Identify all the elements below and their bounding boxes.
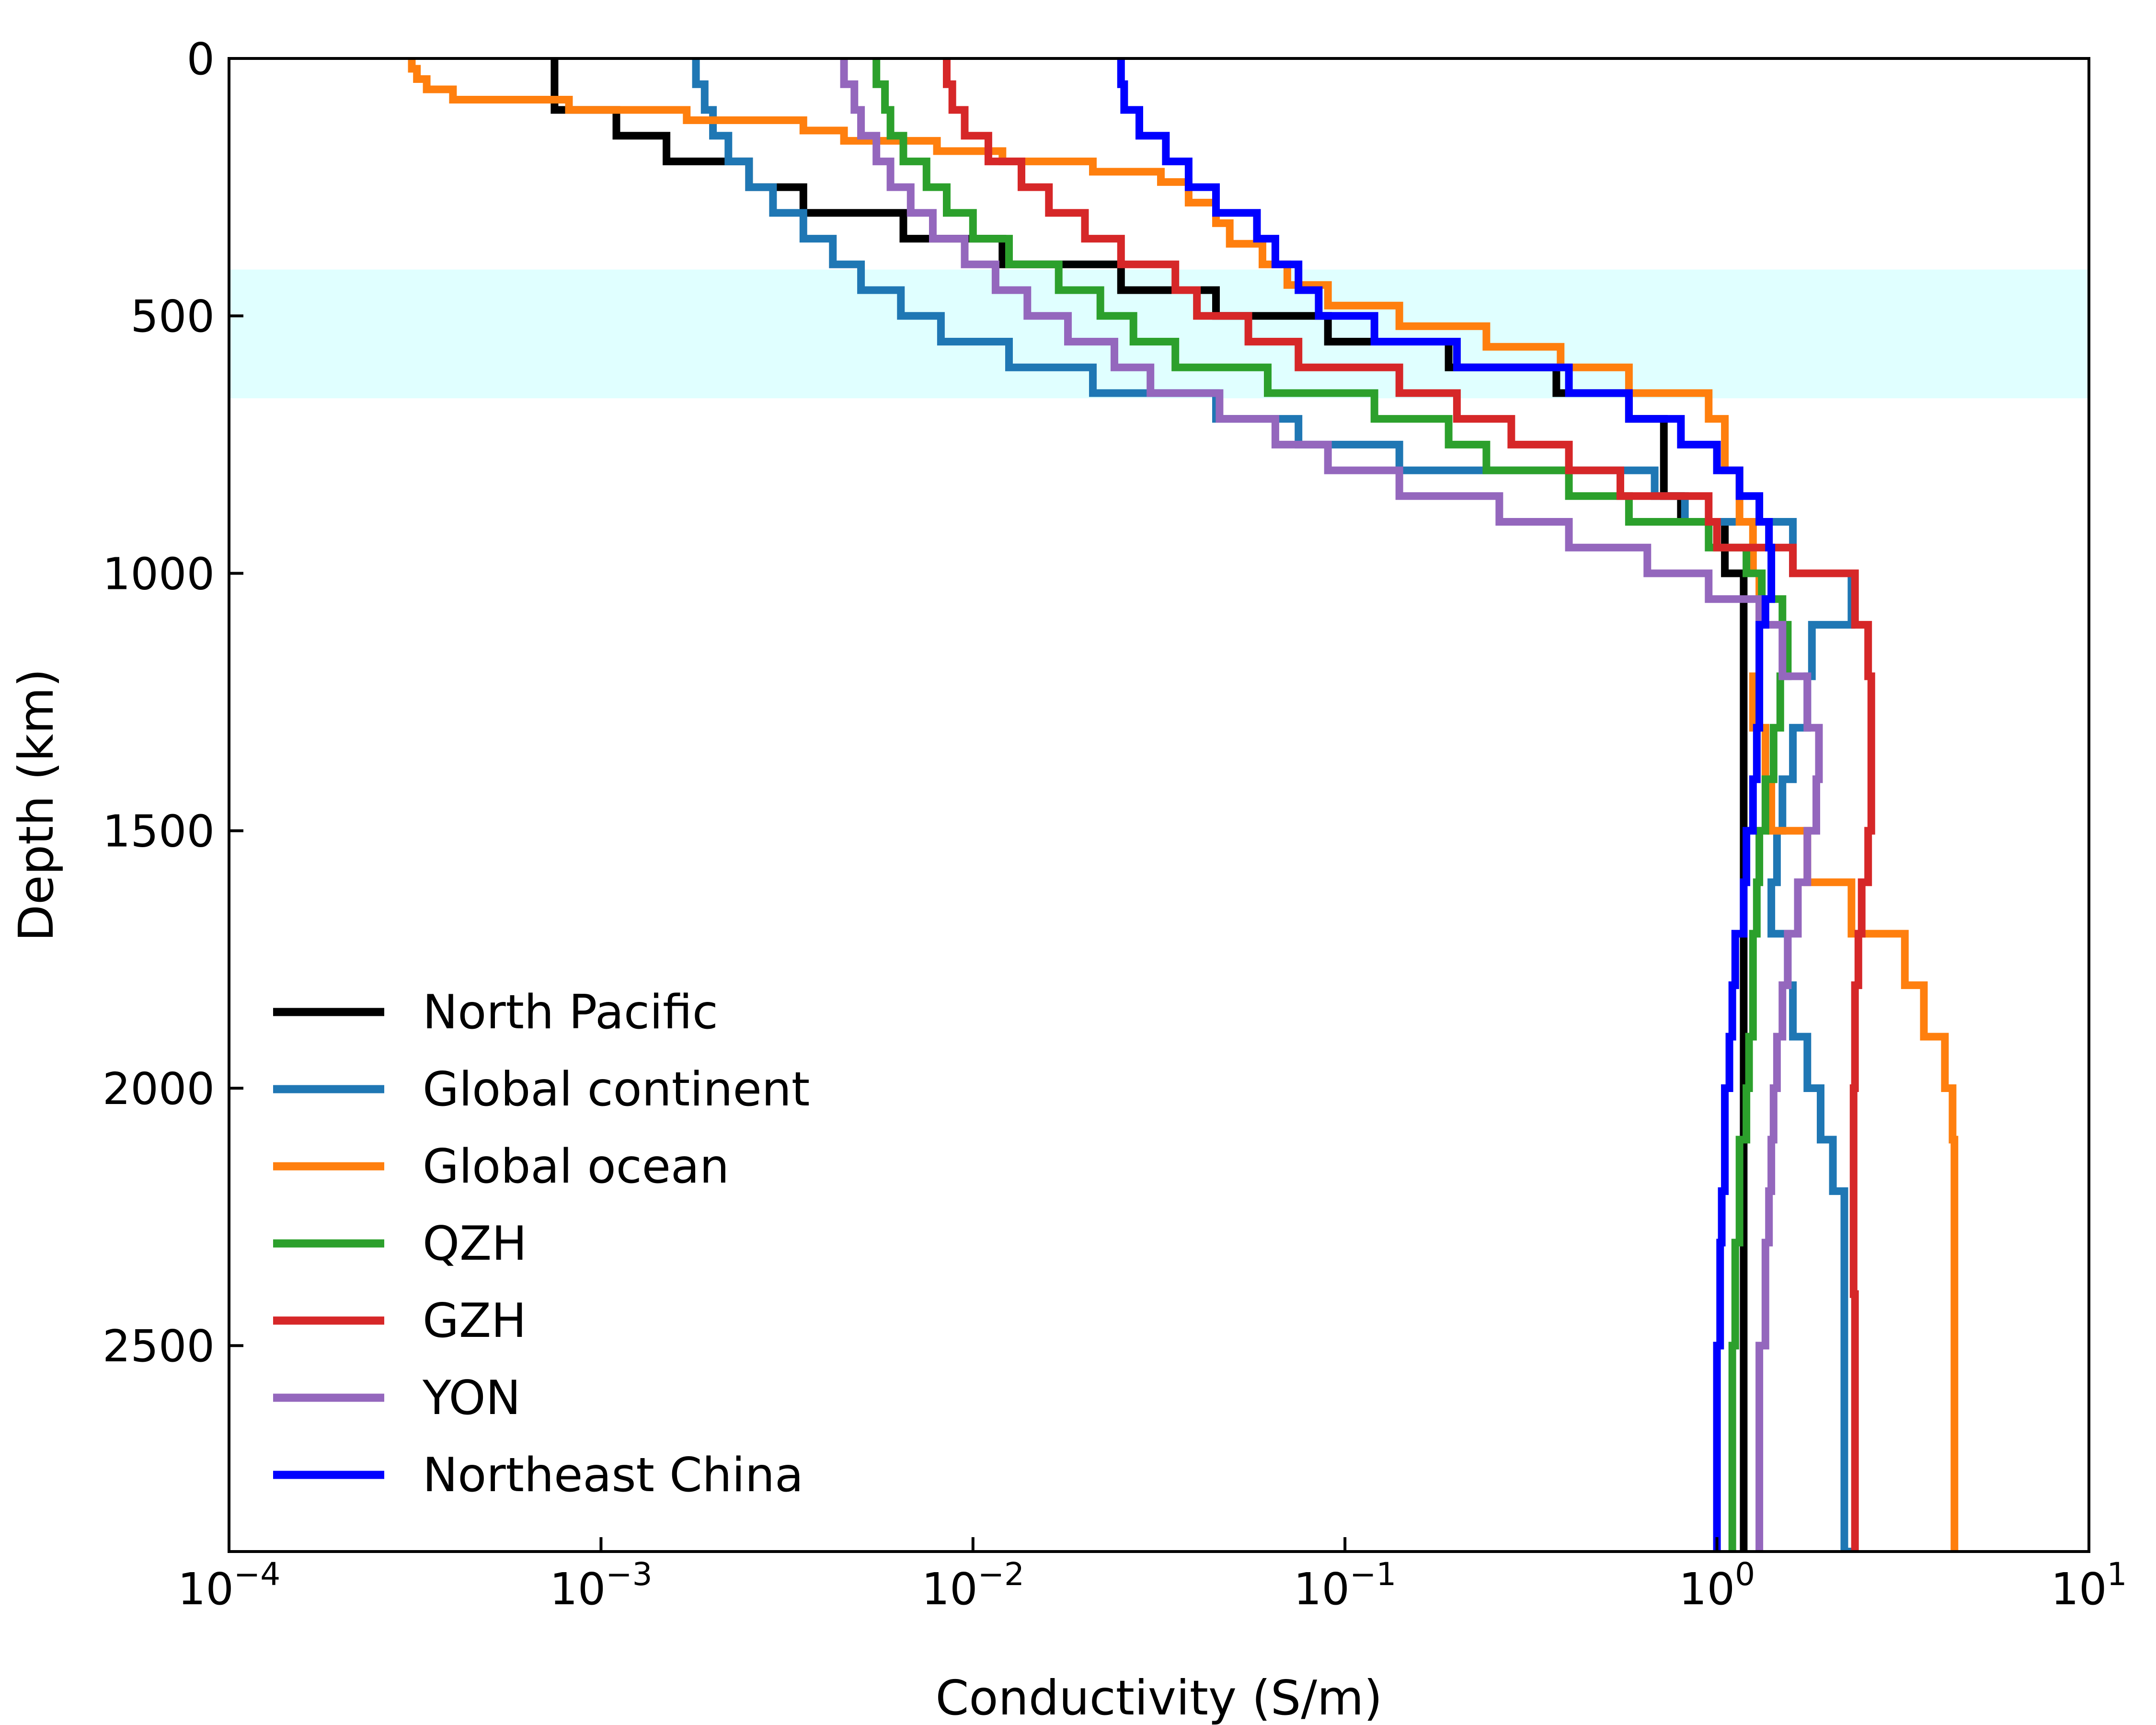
x-tick-label: 101 <box>2051 1556 2127 1615</box>
legend-label: Northeast China <box>423 1448 803 1503</box>
x-axis-label: Conductivity (S/m) <box>936 1670 1383 1725</box>
legend-label: Global ocean <box>423 1139 729 1194</box>
legend: North Pacific Global continent Global ocea… <box>273 985 810 1503</box>
series-line-global-ocean <box>408 58 1959 1552</box>
series-line-gzh <box>943 58 1875 1552</box>
y-tick-label: 500 <box>130 291 215 342</box>
legend-label: YON <box>422 1371 521 1426</box>
x-tick-label: 100 <box>1679 1556 1755 1615</box>
legend-label: QZH <box>423 1217 527 1271</box>
plot-frame <box>228 57 2090 1553</box>
x-tick-label: 10−3 <box>550 1556 652 1615</box>
y-tick-label: 1500 <box>103 806 215 857</box>
legend-label: GZH <box>423 1294 527 1348</box>
y-tick-label: 0 <box>186 34 215 85</box>
series-line-qzh <box>872 58 1792 1552</box>
legend-label: North Pacific <box>423 985 718 1040</box>
series-line-yon <box>840 58 1823 1552</box>
y-tick-label: 1000 <box>103 548 215 599</box>
x-tick-label: 10−2 <box>922 1556 1024 1615</box>
legend-label: Global continent <box>423 1062 810 1117</box>
series-line-northeast-china <box>1117 58 1776 1552</box>
y-tick-label: 2000 <box>103 1063 215 1115</box>
x-tick-label: 10−4 <box>178 1556 280 1615</box>
x-tick-label: 10−1 <box>1294 1556 1396 1615</box>
y-tick-label: 2500 <box>103 1321 215 1372</box>
y-axis-label: Depth (km) <box>8 668 64 942</box>
